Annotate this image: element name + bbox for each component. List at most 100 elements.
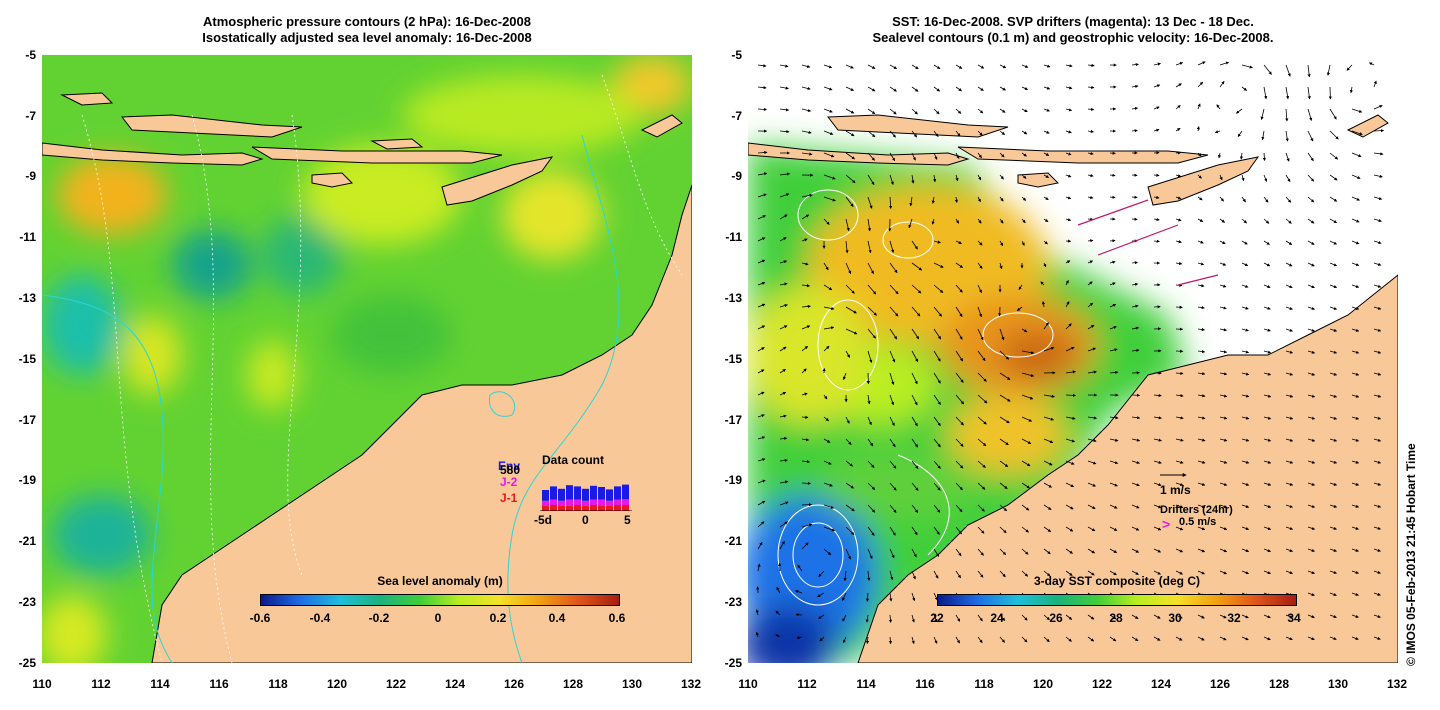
lon-tick: 120 [1032, 677, 1054, 691]
velocity-arrow [1329, 614, 1337, 618]
velocity-arrow [1241, 570, 1249, 575]
velocity-arrow [1263, 460, 1272, 464]
velocity-arrow [1219, 306, 1227, 310]
velocity-arrow [1351, 262, 1360, 267]
data-count-bar [590, 485, 597, 500]
velocity-arrow [1329, 108, 1337, 120]
velocity-arrow [1109, 260, 1116, 264]
velocity-arrow [1263, 636, 1271, 641]
velocity-arrow [1109, 239, 1116, 243]
velocity-arrow [1109, 326, 1117, 330]
velocity-arrow [757, 193, 767, 198]
velocity-arrow [1043, 504, 1052, 510]
velocity-arrow [801, 238, 808, 242]
velocity-arrow [1329, 174, 1338, 181]
velocity-arrow [977, 482, 986, 490]
velocity-arrow [977, 504, 985, 512]
data-count-bar [574, 505, 581, 511]
velocity-arrow [977, 614, 983, 622]
velocity-arrow [1219, 548, 1228, 553]
velocity-arrow [757, 541, 763, 550]
data-count-bar [622, 505, 629, 511]
lon-tick: 114 [856, 677, 876, 691]
velocity-arrow [1175, 438, 1184, 442]
velocity-arrow [1241, 328, 1249, 332]
velocity-arrow [1263, 614, 1271, 619]
sla-map-graphic [42, 55, 692, 663]
lon-tick: 118 [268, 677, 288, 691]
pressure-contours [81, 74, 683, 663]
velocity-arrow [779, 237, 787, 242]
velocity-arrow [933, 614, 938, 623]
velocity-arrow [1043, 548, 1051, 555]
velocity-arrow [823, 86, 833, 91]
velocity-arrow [889, 64, 898, 70]
velocity-arrow [933, 394, 941, 406]
velocity-arrow [889, 482, 897, 491]
velocity-arrow [1241, 262, 1249, 266]
velocity-arrow [1351, 328, 1360, 332]
velocity-arrow [1021, 174, 1027, 179]
velocity-arrow [1351, 240, 1360, 245]
velocity-arrow [797, 564, 803, 572]
velocity-scale-label: 1 m/s [1160, 483, 1191, 497]
velocity-arrow [1329, 196, 1338, 202]
velocity-arrow [1329, 240, 1338, 245]
velocity-arrow [1351, 394, 1360, 398]
velocity-arrow [1153, 416, 1162, 420]
velocity-arrow [1021, 152, 1027, 157]
velocity-arrow [933, 284, 944, 293]
velocity-arrow [1351, 460, 1360, 464]
velocity-arrow [1021, 548, 1029, 555]
velocity-arrow [1131, 416, 1141, 420]
velocity-arrow [1087, 195, 1094, 200]
data-count-bar [574, 486, 581, 500]
velocity-arrow [933, 548, 940, 557]
velocity-arrow [867, 548, 873, 560]
velocity-arrow [1043, 64, 1051, 68]
velocity-arrow [1153, 173, 1160, 177]
velocity-arrow [779, 129, 790, 134]
velocity-arrow [1373, 196, 1383, 201]
velocity-arrow [867, 570, 871, 582]
velocity-arrow [1197, 81, 1204, 88]
velocity-arrow [889, 152, 896, 162]
velocity-arrow [845, 152, 856, 160]
velocity-arrow [1307, 416, 1316, 420]
velocity-arrow [757, 150, 768, 155]
dc-tick-end: 5 [624, 513, 631, 527]
drifters-speed-label: 0.5 m/s [1179, 516, 1217, 528]
lon-tick: 124 [444, 677, 466, 691]
velocity-arrow [1043, 86, 1051, 90]
velocity-arrow [1175, 416, 1184, 420]
velocity-arrow [1285, 86, 1290, 100]
data-count-bar [614, 486, 621, 500]
velocity-arrow [1131, 614, 1139, 619]
lat-tick: -25 [18, 656, 36, 670]
left-title-line1: Atmospheric pressure contours (2 hPa): 1… [203, 14, 531, 29]
velocity-arrow [1043, 346, 1055, 352]
velocity-arrow [779, 346, 787, 352]
velocity-arrow [796, 635, 803, 640]
data-count-bar [566, 505, 573, 511]
velocity-arrow [1346, 64, 1353, 71]
velocity-arrow [1065, 323, 1072, 330]
velocity-arrow [1153, 62, 1162, 66]
velocity-arrow [955, 394, 965, 405]
velocity-arrow [1087, 526, 1096, 532]
velocity-arrow [1065, 438, 1076, 443]
velocity-arrow [1373, 306, 1382, 310]
velocity-arrow [1329, 284, 1338, 289]
velocity-arrow [1175, 460, 1184, 464]
velocity-arrow [755, 631, 759, 638]
velocity-arrow [911, 416, 918, 427]
velocity-arrow [1307, 570, 1316, 574]
velocity-arrow [1021, 636, 1028, 643]
velocity-arrow [977, 570, 984, 578]
sst-field [748, 145, 1188, 663]
lat-tick: -11 [725, 230, 742, 244]
velocity-arrow [1197, 372, 1206, 376]
data-count-bar [590, 505, 597, 511]
cbar-tick: 34 [1287, 611, 1301, 625]
velocity-arrow [1263, 394, 1272, 398]
